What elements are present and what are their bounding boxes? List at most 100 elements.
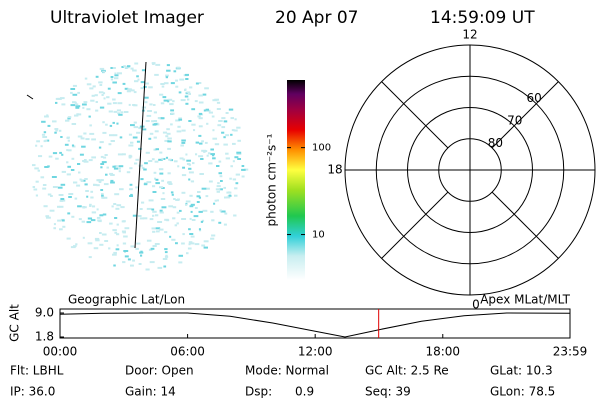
pixel xyxy=(230,133,233,136)
pixel xyxy=(83,101,88,104)
pixel xyxy=(166,64,170,67)
pixel xyxy=(198,112,203,115)
pixel xyxy=(77,205,82,208)
pixel xyxy=(78,218,82,221)
pixel xyxy=(93,247,99,250)
pixel xyxy=(223,136,226,139)
pixel xyxy=(109,172,114,175)
pixel xyxy=(194,100,198,103)
x-tick-label: 00:00 xyxy=(43,345,78,359)
pixel xyxy=(133,121,137,124)
pixel xyxy=(221,117,226,120)
pixel xyxy=(35,194,39,197)
pixel xyxy=(47,193,52,196)
pixel xyxy=(119,188,124,191)
pixel xyxy=(160,83,165,85)
pixel xyxy=(216,190,220,193)
pixel xyxy=(155,227,161,230)
x-tick-label: 18:00 xyxy=(425,345,460,359)
pixel xyxy=(152,245,157,247)
pixel xyxy=(38,155,43,158)
pixel xyxy=(189,205,194,208)
pixel xyxy=(77,113,82,116)
polar-diagonal xyxy=(381,191,449,259)
pixel xyxy=(47,165,50,168)
pixel xyxy=(73,181,78,184)
pixel xyxy=(57,186,63,189)
pixel xyxy=(165,156,169,159)
date: 20 Apr 07 xyxy=(275,8,358,28)
pixel xyxy=(197,115,201,118)
pixel xyxy=(161,85,165,88)
pixel xyxy=(199,82,202,84)
pixel xyxy=(229,177,232,180)
pixel xyxy=(114,74,119,77)
pixel xyxy=(161,206,167,209)
info-field: IP: 36.0 xyxy=(10,385,55,399)
pixel xyxy=(118,170,121,173)
pixel xyxy=(189,217,192,220)
pixel xyxy=(213,202,216,205)
pixel xyxy=(95,109,99,112)
pixel xyxy=(163,82,169,85)
pixel xyxy=(230,117,234,120)
pixel xyxy=(167,98,173,101)
pixel xyxy=(138,164,144,167)
pixel xyxy=(214,143,220,146)
pixel xyxy=(167,100,170,103)
pixel xyxy=(50,195,53,197)
pixel xyxy=(99,106,105,109)
pixel xyxy=(90,219,96,222)
pixel xyxy=(174,224,178,227)
pixel xyxy=(149,103,153,106)
altitude-line xyxy=(59,312,571,338)
image-title: Geographic Lat/Lon xyxy=(68,293,185,307)
pixel xyxy=(140,87,145,90)
pixel xyxy=(104,240,109,242)
pixel xyxy=(132,214,137,217)
pixel xyxy=(40,176,45,179)
polar-hour-label: 12 xyxy=(462,28,477,42)
pixel xyxy=(111,205,114,208)
pixel xyxy=(141,128,147,131)
pixel xyxy=(82,236,85,239)
pixel xyxy=(61,153,64,156)
pixel xyxy=(84,77,88,80)
pixel xyxy=(189,242,195,245)
pixel xyxy=(164,248,168,251)
pixel xyxy=(133,126,139,129)
pixel xyxy=(121,66,124,68)
pixel xyxy=(41,120,46,123)
pixel xyxy=(231,129,235,132)
pixel xyxy=(112,102,117,105)
pixel xyxy=(176,66,181,69)
pixel xyxy=(61,219,65,222)
pixel xyxy=(109,222,113,225)
pixel xyxy=(139,208,143,210)
pixel xyxy=(198,101,204,104)
pixel xyxy=(116,122,119,125)
pixel xyxy=(70,91,73,94)
pixel xyxy=(94,237,99,240)
pixel xyxy=(217,182,220,185)
pixel xyxy=(117,102,123,105)
pixel xyxy=(90,190,94,193)
pixel xyxy=(34,167,39,170)
pixel xyxy=(102,92,106,95)
pixel xyxy=(113,264,116,267)
pixel xyxy=(159,93,164,96)
pixel xyxy=(136,75,139,78)
pixel xyxy=(107,87,111,90)
pixel xyxy=(59,228,63,231)
pixel xyxy=(177,125,181,128)
pixel xyxy=(77,135,83,138)
pixel xyxy=(170,82,175,85)
pixel xyxy=(207,152,211,155)
pixel xyxy=(152,185,156,188)
pixel xyxy=(61,103,66,106)
pixel xyxy=(80,137,85,140)
pixel xyxy=(112,98,116,101)
pixel xyxy=(66,161,69,164)
pixel xyxy=(116,244,119,247)
pixel xyxy=(234,187,238,190)
